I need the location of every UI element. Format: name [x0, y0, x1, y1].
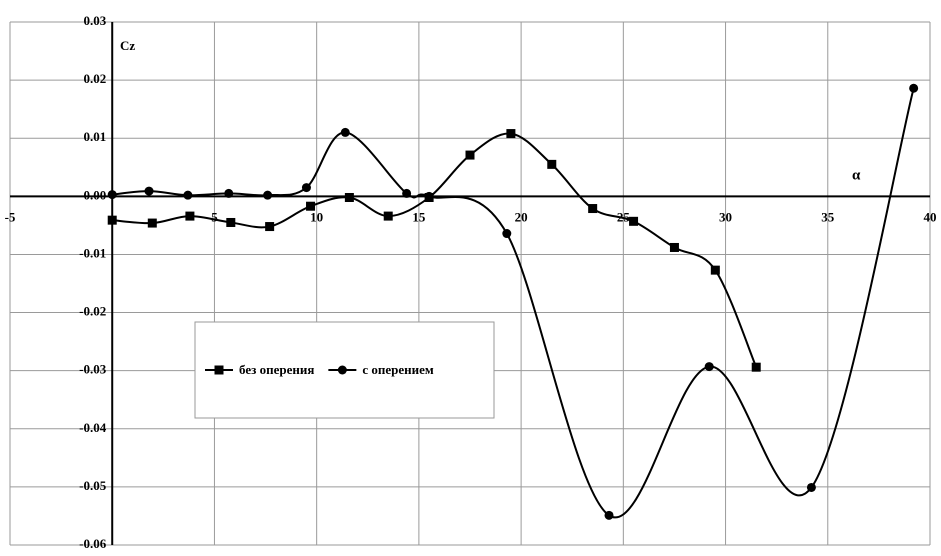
- marker: [588, 204, 598, 214]
- y-tick-label: -0.03: [79, 362, 107, 377]
- marker: [506, 129, 516, 139]
- marker: [344, 192, 354, 202]
- y-tick-label: 0.02: [83, 71, 106, 86]
- legend-label: без оперения: [239, 362, 314, 377]
- marker: [402, 188, 412, 198]
- y-tick-label: -0.04: [79, 420, 107, 435]
- marker: [751, 362, 761, 372]
- marker: [185, 211, 195, 221]
- marker: [629, 216, 639, 226]
- marker: [424, 191, 434, 201]
- y-tick-label: 0.03: [83, 13, 106, 28]
- y-axis-label: Cz: [120, 38, 135, 53]
- x-tick-label: 10: [310, 209, 323, 224]
- marker: [547, 159, 557, 169]
- marker: [710, 265, 720, 275]
- x-tick-label: -5: [5, 209, 16, 224]
- series-line: [112, 87, 915, 519]
- marker: [183, 190, 193, 200]
- y-tick-label: -0.02: [79, 304, 106, 319]
- y-tick-label: 0.01: [83, 129, 106, 144]
- marker: [704, 362, 714, 372]
- x-tick-label: 40: [924, 209, 937, 224]
- y-tick-label: -0.06: [79, 536, 107, 551]
- marker: [604, 510, 614, 520]
- marker: [224, 188, 234, 198]
- x-tick-label: 25: [617, 209, 631, 224]
- marker: [337, 365, 347, 375]
- x-tick-label: 5: [211, 209, 218, 224]
- x-tick-label: 20: [515, 209, 528, 224]
- legend-label: с оперением: [362, 362, 434, 377]
- marker: [214, 365, 224, 375]
- y-tick-label: -0.05: [79, 478, 107, 493]
- marker: [340, 127, 350, 137]
- y-tick-label: 0.00: [83, 187, 106, 202]
- marker: [502, 229, 512, 239]
- marker: [465, 150, 475, 160]
- marker: [263, 190, 273, 200]
- marker: [669, 242, 679, 252]
- legend: без оперения с оперением: [194, 321, 495, 419]
- marker: [909, 83, 919, 93]
- marker: [107, 190, 117, 200]
- marker: [806, 482, 816, 492]
- marker: [301, 183, 311, 193]
- x-tick-label: 15: [412, 209, 426, 224]
- marker: [383, 211, 393, 221]
- x-tick-label: 35: [821, 209, 835, 224]
- x-axis-label: α: [852, 167, 861, 183]
- x-tick-label: 30: [719, 209, 732, 224]
- marker: [306, 201, 316, 211]
- y-tick-label: -0.01: [79, 245, 106, 260]
- marker: [144, 186, 154, 196]
- marker: [226, 217, 236, 227]
- marker: [107, 215, 117, 225]
- marker: [147, 218, 157, 228]
- marker: [265, 222, 275, 232]
